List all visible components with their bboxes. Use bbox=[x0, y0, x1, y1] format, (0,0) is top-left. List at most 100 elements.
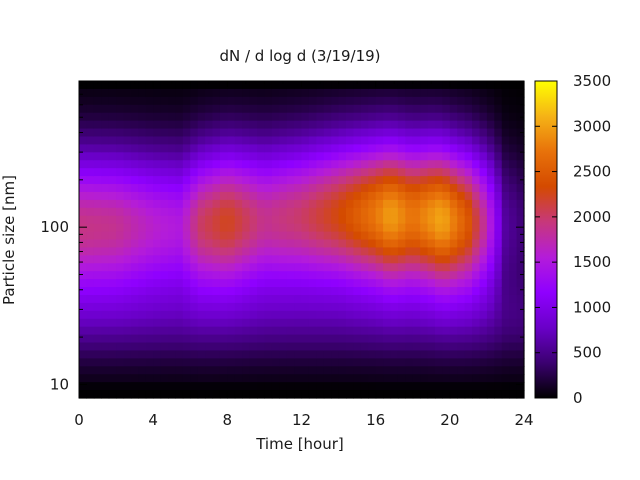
heatmap-cell bbox=[116, 223, 125, 233]
heatmap-cell bbox=[509, 294, 518, 304]
heatmap-cell bbox=[93, 88, 102, 98]
heatmap-cell bbox=[86, 350, 95, 359]
heatmap-cell bbox=[101, 279, 110, 288]
heatmap-cell bbox=[182, 88, 191, 98]
heatmap-cell bbox=[190, 88, 199, 98]
heatmap-cell bbox=[360, 144, 369, 153]
heatmap-cell bbox=[197, 88, 206, 98]
heatmap-cell bbox=[368, 176, 377, 185]
heatmap-cell bbox=[197, 358, 206, 367]
heatmap-cell bbox=[338, 318, 347, 328]
heatmap-cell bbox=[197, 104, 206, 114]
heatmap-cell bbox=[286, 334, 295, 344]
heatmap-cell bbox=[331, 231, 340, 241]
heatmap-cell bbox=[412, 239, 421, 249]
heatmap-cell bbox=[79, 366, 88, 375]
heatmap-cell bbox=[390, 239, 399, 249]
heatmap-cell bbox=[412, 350, 421, 359]
heatmap-cell bbox=[286, 207, 295, 217]
colorbar-tick-label: 2500 bbox=[573, 163, 611, 181]
heatmap-cell bbox=[494, 310, 503, 320]
heatmap-cell bbox=[249, 191, 258, 201]
heatmap-cell bbox=[175, 176, 184, 185]
heatmap-cell bbox=[197, 382, 206, 391]
heatmap-cell bbox=[323, 302, 332, 312]
heatmap-cell bbox=[449, 263, 458, 272]
heatmap-cell bbox=[249, 390, 258, 399]
heatmap-cell bbox=[390, 176, 399, 185]
heatmap-cell bbox=[219, 144, 228, 153]
heatmap-cell bbox=[108, 382, 117, 391]
heatmap-cell bbox=[197, 263, 206, 272]
heatmap-cell bbox=[479, 128, 488, 138]
heatmap-cell bbox=[405, 168, 414, 177]
heatmap-cell bbox=[486, 191, 495, 201]
heatmap-cell bbox=[397, 120, 406, 130]
heatmap-cell bbox=[153, 350, 162, 359]
heatmap-cell bbox=[116, 120, 125, 130]
heatmap-cell bbox=[449, 358, 458, 367]
heatmap-cell bbox=[375, 160, 384, 169]
heatmap-cell bbox=[219, 128, 228, 138]
heatmap-cell bbox=[331, 136, 340, 145]
heatmap-cell bbox=[457, 168, 466, 177]
heatmap-cell bbox=[264, 199, 273, 209]
heatmap-cell bbox=[160, 255, 169, 264]
colorbar-tick-label: 2000 bbox=[573, 208, 611, 226]
heatmap-cell bbox=[457, 160, 466, 169]
heatmap-cell bbox=[509, 207, 518, 217]
heatmap-cell bbox=[479, 302, 488, 312]
heatmap-cell bbox=[168, 88, 177, 98]
heatmap-cell bbox=[390, 152, 399, 161]
heatmap-cell bbox=[294, 263, 303, 272]
heatmap-cell bbox=[182, 81, 191, 90]
heatmap-cells bbox=[79, 81, 525, 399]
x-tick-label: 4 bbox=[148, 411, 158, 429]
heatmap-cell bbox=[331, 366, 340, 375]
heatmap-cell bbox=[301, 247, 310, 256]
heatmap-cell bbox=[271, 255, 280, 264]
heatmap-cell bbox=[516, 390, 525, 399]
heatmap-cell bbox=[145, 160, 154, 169]
heatmap-cell bbox=[323, 223, 332, 233]
heatmap-cell bbox=[234, 342, 243, 352]
heatmap-cell bbox=[397, 302, 406, 312]
heatmap-cell bbox=[412, 326, 421, 336]
heatmap-cell bbox=[145, 184, 154, 193]
heatmap-cell bbox=[442, 223, 451, 233]
heatmap-cell bbox=[442, 255, 451, 264]
heatmap-cell bbox=[397, 184, 406, 193]
heatmap-cell bbox=[323, 287, 332, 296]
heatmap-cell bbox=[86, 366, 95, 375]
heatmap-cell bbox=[205, 390, 214, 399]
heatmap-cell bbox=[435, 294, 444, 304]
heatmap-cell bbox=[182, 239, 191, 249]
heatmap-cell bbox=[93, 239, 102, 249]
heatmap-cell bbox=[271, 207, 280, 217]
heatmap-cell bbox=[301, 239, 310, 249]
heatmap-cell bbox=[331, 128, 340, 138]
heatmap-cell bbox=[234, 382, 243, 391]
heatmap-cell bbox=[331, 294, 340, 304]
heatmap-cell bbox=[442, 144, 451, 153]
heatmap-cell bbox=[501, 287, 510, 296]
heatmap-cell bbox=[479, 358, 488, 367]
heatmap-cell bbox=[346, 294, 355, 304]
heatmap-cell bbox=[442, 326, 451, 336]
heatmap-cell bbox=[257, 255, 266, 264]
heatmap-cell bbox=[190, 144, 199, 153]
heatmap-cell bbox=[153, 136, 162, 145]
heatmap-cell bbox=[175, 152, 184, 161]
heatmap-cell bbox=[197, 128, 206, 138]
heatmap-cell bbox=[79, 374, 88, 383]
heatmap-cell bbox=[93, 350, 102, 359]
heatmap-cell bbox=[375, 374, 384, 383]
heatmap-cell bbox=[375, 96, 384, 106]
heatmap-cell bbox=[123, 358, 132, 367]
heatmap-cell bbox=[501, 342, 510, 352]
heatmap-cell bbox=[449, 294, 458, 304]
heatmap-cell bbox=[264, 390, 273, 399]
heatmap-cell bbox=[294, 287, 303, 296]
heatmap-cell bbox=[353, 231, 362, 241]
